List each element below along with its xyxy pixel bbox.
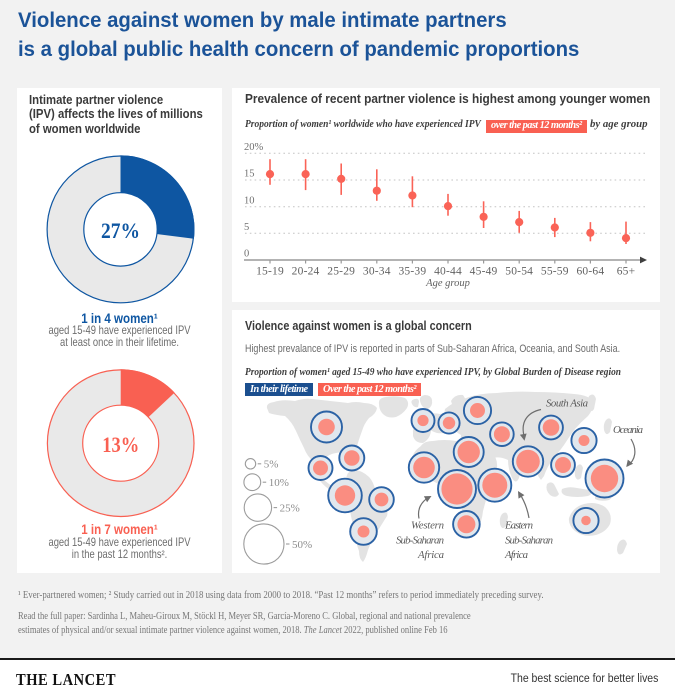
svg-text:Africa: Africa <box>417 549 444 561</box>
svg-text:Oceania: Oceania <box>613 424 643 436</box>
svg-text:25-29: 25-29 <box>327 266 355 278</box>
svg-text:35-39: 35-39 <box>398 266 426 278</box>
svg-text:Africa: Africa <box>504 549 528 561</box>
svg-text:5%: 5% <box>264 459 279 471</box>
svg-text:20%: 20% <box>244 142 264 153</box>
svg-text:Sub-Saharan: Sub-Saharan <box>396 534 444 546</box>
svg-text:Eastern: Eastern <box>504 520 533 532</box>
svg-text:Age group: Age group <box>425 278 470 289</box>
svg-text:10: 10 <box>244 195 255 206</box>
svg-text:South Asia: South Asia <box>546 398 588 410</box>
svg-text:5: 5 <box>244 222 249 233</box>
svg-text:50%: 50% <box>292 539 312 551</box>
svg-text:20-24: 20-24 <box>292 266 320 278</box>
svg-text:0: 0 <box>244 249 249 260</box>
svg-text:50-54: 50-54 <box>505 266 533 278</box>
svg-text:40-44: 40-44 <box>434 266 462 278</box>
svg-text:65+: 65+ <box>617 266 636 278</box>
svg-text:15: 15 <box>244 169 255 180</box>
svg-text:55-59: 55-59 <box>541 266 569 278</box>
svg-text:60-64: 60-64 <box>576 266 604 278</box>
svg-text:30-34: 30-34 <box>363 266 391 278</box>
svg-text:25%: 25% <box>280 502 300 514</box>
svg-text:13%: 13% <box>102 432 139 457</box>
svg-text:45-49: 45-49 <box>470 266 498 278</box>
svg-text:15-19: 15-19 <box>256 266 284 278</box>
svg-text:10%: 10% <box>269 477 289 489</box>
svg-text:27%: 27% <box>101 218 140 243</box>
svg-text:Sub-Saharan: Sub-Saharan <box>505 534 553 546</box>
svg-text:Western: Western <box>411 520 444 532</box>
